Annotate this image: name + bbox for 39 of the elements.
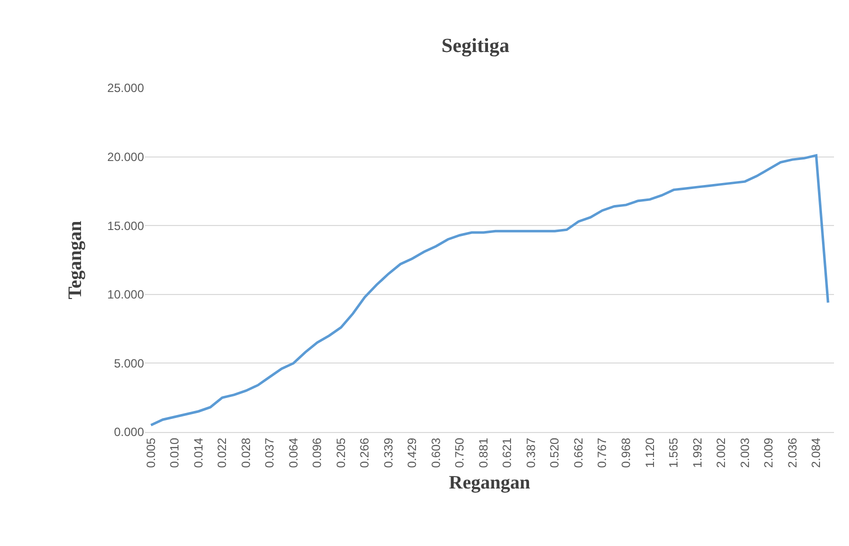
x-tick-label: 0.064 (286, 437, 300, 468)
chart-title: Segitiga (442, 35, 510, 58)
x-tick-label: 0.520 (548, 437, 562, 468)
y-tick-label: 0.000 (114, 425, 144, 440)
x-axis-title: Regangan (448, 472, 531, 494)
x-tick-label: 0.022 (215, 437, 230, 468)
x-tick-label: 0.266 (358, 437, 372, 468)
x-tick-label: 0.750 (452, 437, 467, 468)
x-tick-label: 2.084 (809, 437, 824, 468)
x-tick-label: 0.621 (500, 437, 514, 468)
y-tick-label: 15.000 (107, 218, 144, 233)
x-tick-label: 1.565 (666, 437, 681, 468)
x-tick-label: 2.036 (785, 437, 800, 468)
x-tick-label: 0.096 (310, 437, 324, 468)
y-tick-label: 20.000 (107, 150, 144, 164)
line-series (150, 154, 830, 426)
y-tick-label: 25.000 (107, 81, 144, 96)
x-tick-label: 2.002 (714, 437, 728, 468)
x-tick-label: 0.603 (428, 437, 443, 468)
y-tick-label: 5.000 (114, 356, 144, 370)
x-tick-label: 1.992 (690, 437, 704, 468)
x-tick-label: 0.387 (524, 437, 538, 468)
x-tick-label: 0.429 (405, 437, 420, 468)
x-tick-label: 2.003 (738, 437, 752, 468)
x-tick-label: 0.662 (571, 437, 586, 468)
x-tick-label: 0.037 (262, 437, 277, 468)
y-tick-label: 10.000 (107, 288, 144, 302)
x-tick-label: 0.767 (595, 437, 610, 468)
x-tick-label: 0.339 (381, 437, 396, 468)
x-tick-label: 0.881 (476, 437, 490, 468)
x-tick-label: 2.009 (762, 437, 776, 468)
y-axis-title: Tegangan (65, 220, 86, 300)
x-tick-label: 0.014 (191, 437, 206, 468)
x-tick-label: 0.968 (619, 437, 634, 468)
x-tick-label: 0.205 (334, 437, 348, 468)
x-tick-label: 1.120 (642, 437, 657, 468)
x-tick-label: 0.005 (144, 437, 158, 468)
x-tick-label: 0.010 (168, 437, 182, 468)
x-tick-label: 0.028 (238, 437, 253, 468)
